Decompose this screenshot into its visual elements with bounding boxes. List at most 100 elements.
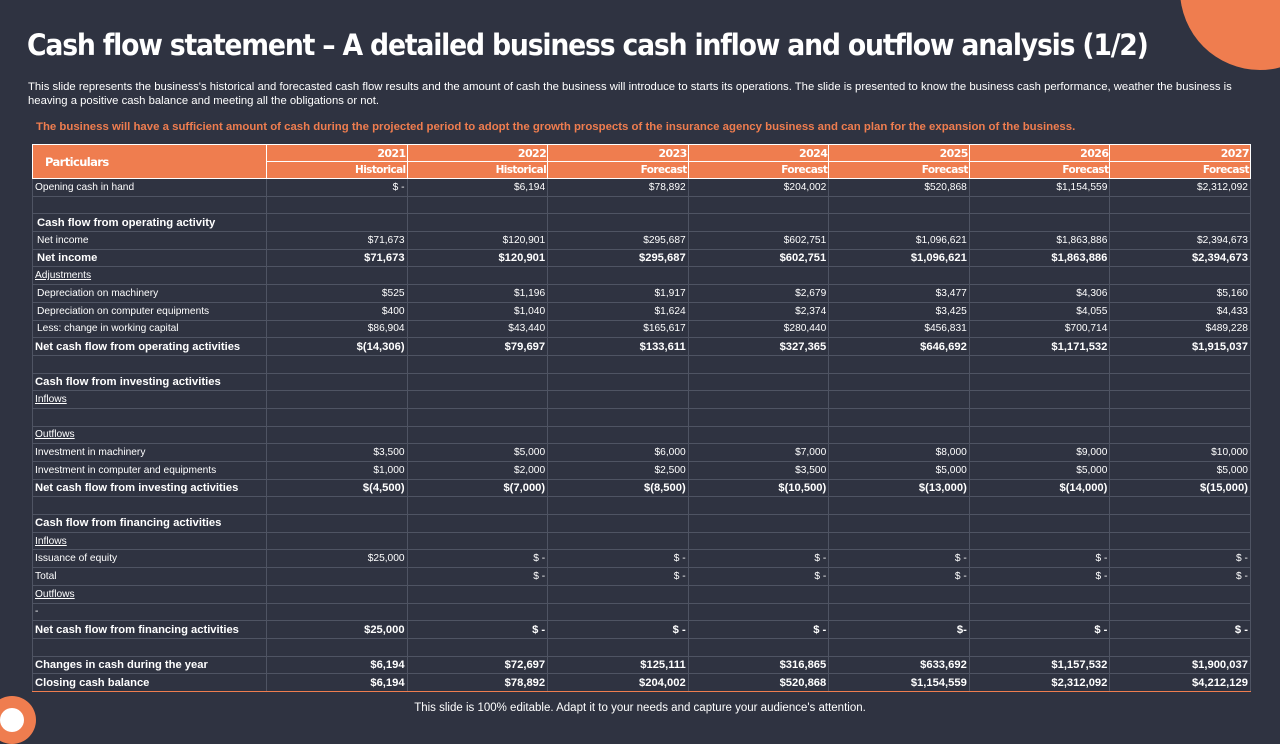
table-row: Changes in cash during the year $6,194 $72… <box>32 655 1251 675</box>
value-cell: $204,002 <box>687 178 830 197</box>
row-label: Net cash flow from financing activities <box>32 620 267 639</box>
value-cell: $ - <box>968 549 1111 569</box>
row-label <box>32 195 267 215</box>
table-row: Depreciation on computer equipments $400 $… <box>32 301 1251 321</box>
value-cell: $1,154,559 <box>968 178 1111 197</box>
row-label: Total <box>32 567 267 586</box>
value-cell: $(7,000) <box>406 478 549 498</box>
value-cell: $5,000 <box>406 443 549 462</box>
value-cell: $72,697 <box>406 655 549 675</box>
value-cell: $4,212,129 <box>1109 673 1251 692</box>
year-header: 2025 <box>828 144 970 162</box>
value-cell: $71,673 <box>266 231 408 250</box>
value-cell <box>1109 637 1251 657</box>
table-row: Inflows <box>32 531 1251 551</box>
value-cell <box>547 584 689 604</box>
value-cell <box>266 372 408 392</box>
value-cell: $1,863,886 <box>968 231 1111 250</box>
value-cell <box>687 266 830 286</box>
value-cell <box>828 213 970 233</box>
type-header: Forecast <box>547 161 689 179</box>
value-cell: $78,892 <box>406 673 549 692</box>
value-cell: $1,000 <box>266 461 408 480</box>
value-cell: $ - <box>266 178 408 197</box>
value-cell: $602,751 <box>687 231 830 250</box>
row-label: Outflows <box>32 584 267 604</box>
value-cell <box>828 407 970 427</box>
table-row: Cash flow from financing activities <box>32 514 1251 533</box>
table-row: Net cash flow from financing activities $… <box>32 620 1251 639</box>
value-cell <box>968 514 1111 533</box>
value-cell <box>687 637 830 657</box>
value-cell: $2,312,092 <box>1109 178 1251 197</box>
value-cell <box>547 602 689 622</box>
value-cell: $ - <box>547 567 689 586</box>
value-cell <box>1109 407 1251 427</box>
value-cell: $1,171,532 <box>968 337 1111 356</box>
value-cell: $ - <box>547 620 689 639</box>
value-cell <box>1109 213 1251 233</box>
value-cell <box>406 637 549 657</box>
value-cell: $ - <box>968 620 1111 639</box>
value-cell: $3,500 <box>687 461 830 480</box>
value-cell: $1,096,621 <box>828 248 970 268</box>
table-row: Depreciation on machinery $525 $1,196 $1,91… <box>32 284 1251 303</box>
value-cell <box>547 390 689 409</box>
value-cell: $1,624 <box>547 301 689 321</box>
value-cell: $ - <box>687 620 830 639</box>
value-cell <box>1109 266 1251 286</box>
value-cell <box>968 602 1111 622</box>
value-cell <box>266 425 408 445</box>
table-row: Net income $71,673 $120,901 $295,687 $602,75… <box>32 231 1251 250</box>
value-cell <box>266 584 408 604</box>
value-cell: $5,000 <box>1109 461 1251 480</box>
value-cell: $25,000 <box>266 620 408 639</box>
value-cell <box>968 390 1111 409</box>
value-cell: $133,611 <box>547 337 689 356</box>
value-cell: $1,196 <box>406 284 549 303</box>
value-cell <box>828 425 970 445</box>
value-cell <box>1109 425 1251 445</box>
table-row: Total $ - $ - $ - $ - $ - $ - <box>32 567 1251 586</box>
value-cell <box>828 531 970 551</box>
value-cell <box>266 266 408 286</box>
value-cell <box>406 266 549 286</box>
value-cell: $5,000 <box>828 461 970 480</box>
value-cell <box>968 266 1111 286</box>
year-header: 2024 <box>687 144 830 162</box>
value-cell <box>266 637 408 657</box>
value-cell <box>828 496 970 516</box>
value-cell: $78,892 <box>547 178 689 197</box>
value-cell: $(4,500) <box>266 478 408 498</box>
value-cell <box>828 195 970 215</box>
table-row: Investment in machinery $3,500 $5,000 $6,00… <box>32 443 1251 462</box>
value-cell: $280,440 <box>687 319 830 339</box>
value-cell: $ - <box>1109 567 1251 586</box>
cash-flow-rows: Opening cash in hand $ - $6,194 $78,892 $204… <box>32 178 1251 692</box>
row-label: Net cash flow from operating activities <box>32 337 267 356</box>
value-cell: $3,425 <box>828 301 970 321</box>
value-cell: $43,440 <box>406 319 549 339</box>
value-cell <box>968 407 1111 427</box>
value-cell: $125,111 <box>547 655 689 675</box>
value-cell <box>1109 390 1251 409</box>
value-cell: $9,000 <box>968 443 1111 462</box>
value-cell <box>547 425 689 445</box>
value-cell: $1,917 <box>547 284 689 303</box>
value-cell: $ - <box>828 549 970 569</box>
particulars-header: Particulars <box>32 144 267 179</box>
value-cell <box>266 213 408 233</box>
value-cell <box>1109 195 1251 215</box>
value-cell <box>266 407 408 427</box>
value-cell <box>687 602 830 622</box>
value-cell <box>266 567 408 586</box>
value-cell: $316,865 <box>687 655 830 675</box>
value-cell <box>266 531 408 551</box>
slide-title: Cash flow statement – A detailed busines… <box>27 28 1149 62</box>
value-cell <box>406 514 549 533</box>
table-row: Net cash flow from investing activities $… <box>32 478 1251 498</box>
table-row: - <box>32 602 1251 622</box>
value-cell <box>406 195 549 215</box>
value-cell <box>547 354 689 374</box>
value-cell <box>406 496 549 516</box>
